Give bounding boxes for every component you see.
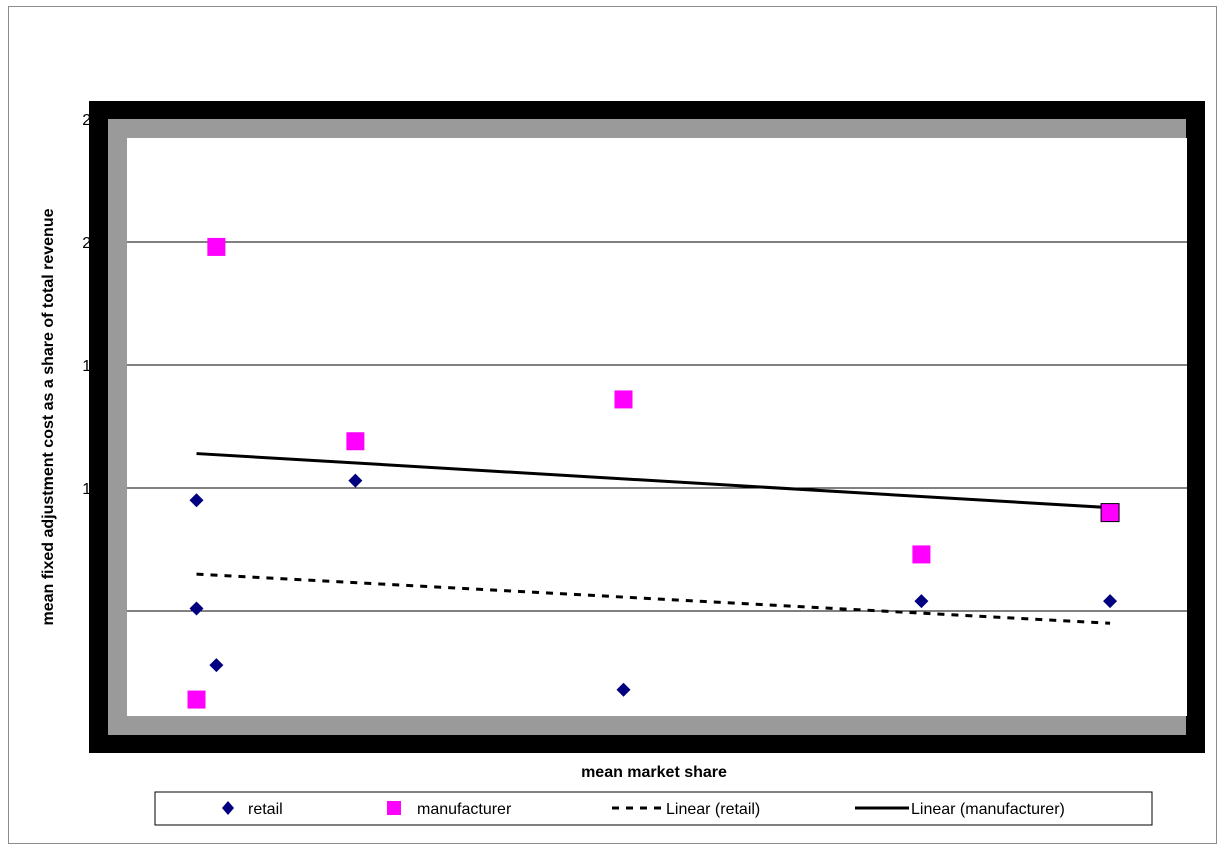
legend-manufacturer-marker [387, 801, 401, 815]
y-tick-label: 20 [82, 235, 100, 252]
manufacturer-point [187, 690, 206, 709]
gridlines [127, 241, 1187, 612]
y-tick-labels: 0 5 10 15 20 25 [82, 112, 100, 744]
legend-linear-retail-label: Linear (retail) [666, 801, 760, 818]
legend-retail-label: retail [248, 801, 283, 818]
trendline-manufacturer [196, 452, 1111, 510]
y-tick-label: 10 [82, 481, 100, 498]
manufacturer-point [912, 545, 931, 564]
retail-point [616, 682, 631, 697]
legend-linear-manufacturer-label: Linear (manufacturer) [911, 801, 1065, 818]
data-points [187, 237, 1120, 709]
manufacturer-point [614, 390, 633, 409]
y-tick-label: 15 [82, 358, 100, 375]
manufacturer-point [346, 432, 365, 451]
legend: retail manufacturer Linear (retail) Line… [154, 791, 1153, 826]
legend-box [154, 791, 1153, 826]
retail-point [348, 473, 363, 488]
retail-point [914, 594, 929, 609]
retail-point [1103, 594, 1118, 609]
retail-point [189, 493, 204, 508]
plot-area [127, 138, 1187, 716]
y-axis-title: mean fixed adjustment cost as a share of… [40, 208, 57, 625]
retail-point [209, 658, 224, 673]
legend-retail-marker [222, 801, 234, 815]
y-tick-label: 5 [91, 604, 100, 621]
y-tick-label: 0 [91, 727, 100, 744]
x-axis-title: mean market share [581, 764, 727, 781]
legend-manufacturer-label: manufacturer [417, 801, 512, 818]
manufacturer-point [1100, 503, 1120, 523]
trendlines [196, 452, 1111, 625]
y-tick-label: 25 [82, 112, 100, 129]
manufacturer-point [207, 237, 226, 256]
retail-point [189, 601, 204, 616]
trendline-retail [196, 572, 1111, 625]
